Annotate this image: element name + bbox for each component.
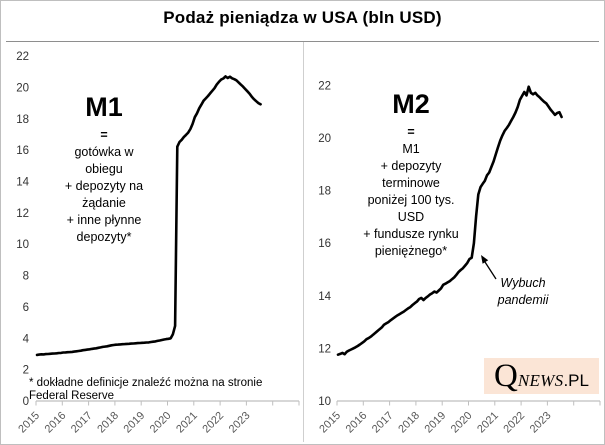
logo-pl: .PL (563, 371, 589, 390)
svg-text:2020: 2020 (449, 410, 475, 436)
pandemic-annotation: Wybuch pandemii (497, 276, 549, 307)
svg-text:12: 12 (318, 343, 331, 355)
m2-plot: 2015 2016 2017 2018 2019 2020 2021 2022 20231012… (317, 80, 601, 436)
svg-text:16: 16 (16, 145, 29, 157)
svg-text:10: 10 (318, 396, 331, 408)
m2-label: M2 (392, 89, 430, 119)
svg-text:2021: 2021 (174, 410, 200, 436)
m2-panel: 2015 2016 2017 2018 2019 2020 2021 2022 2023 10 12… (304, 42, 604, 444)
svg-text:12: 12 (16, 208, 29, 220)
svg-text:2015: 2015 (16, 410, 42, 436)
svg-text:2016: 2016 (344, 410, 370, 436)
logo-q: Q (494, 358, 518, 394)
m1-definition-lines: = gotówka w obiegu + depozyty na żądanie + in… (64, 128, 144, 244)
svg-text:10: 10 (16, 239, 29, 251)
panel-divider-line (303, 42, 304, 442)
svg-text:2017: 2017 (69, 410, 95, 436)
footnote: * dokładne definicje znaleźć można na st… (29, 377, 263, 402)
svg-text:18: 18 (318, 186, 331, 198)
svg-text:2: 2 (23, 365, 29, 377)
svg-text:16: 16 (318, 238, 331, 250)
qnews-logo: Q NEWS .PL (484, 358, 599, 394)
svg-text:18: 18 (16, 114, 29, 126)
svg-text:20: 20 (16, 82, 29, 94)
figure-title: Podaż pieniądza w USA (bln USD) (163, 8, 442, 27)
svg-text:14: 14 (318, 291, 331, 303)
svg-text:2022: 2022 (501, 410, 527, 436)
svg-text:2019: 2019 (423, 410, 449, 436)
svg-text:6: 6 (23, 302, 29, 314)
svg-text:2023: 2023 (528, 410, 554, 436)
logo-news: NEWS (517, 371, 564, 390)
m1-label: M1 (85, 92, 123, 122)
m1-panel: 2015 2016 2017 2018 2019 2020 2021 2022 2023 0 2 4 6… (3, 42, 303, 444)
svg-text:0: 0 (23, 396, 29, 408)
svg-text:14: 14 (16, 176, 29, 188)
svg-text:2020: 2020 (148, 410, 174, 436)
m2-definition: M2 = M1 + depozyty terminowe poniżej 100 tys… (341, 91, 481, 260)
svg-text:2018: 2018 (396, 410, 422, 436)
svg-text:22: 22 (16, 51, 29, 63)
svg-text:8: 8 (23, 271, 29, 283)
svg-text:2015: 2015 (317, 410, 343, 436)
svg-text:2022: 2022 (200, 410, 226, 436)
svg-text:2019: 2019 (122, 410, 148, 436)
m1-plot: 2015 2016 2017 2018 2019 2020 2021 2022 20230246… (16, 51, 300, 436)
svg-text:22: 22 (318, 80, 331, 92)
svg-text:2016: 2016 (43, 410, 69, 436)
svg-text:2021: 2021 (475, 410, 501, 436)
m2-definition-lines: = M1 + depozyty terminowe poniżej 100 tys. US… (363, 125, 459, 258)
m1-definition: M1 = gotówka w obiegu + depozyty na żądanie +… (34, 94, 174, 246)
svg-text:4: 4 (23, 333, 30, 345)
svg-text:20: 20 (318, 133, 331, 145)
pandemic-arrow (481, 255, 497, 280)
svg-text:2017: 2017 (370, 410, 396, 436)
title-divider-line (6, 41, 599, 42)
svg-text:2018: 2018 (95, 410, 121, 436)
svg-text:2023: 2023 (227, 410, 253, 436)
